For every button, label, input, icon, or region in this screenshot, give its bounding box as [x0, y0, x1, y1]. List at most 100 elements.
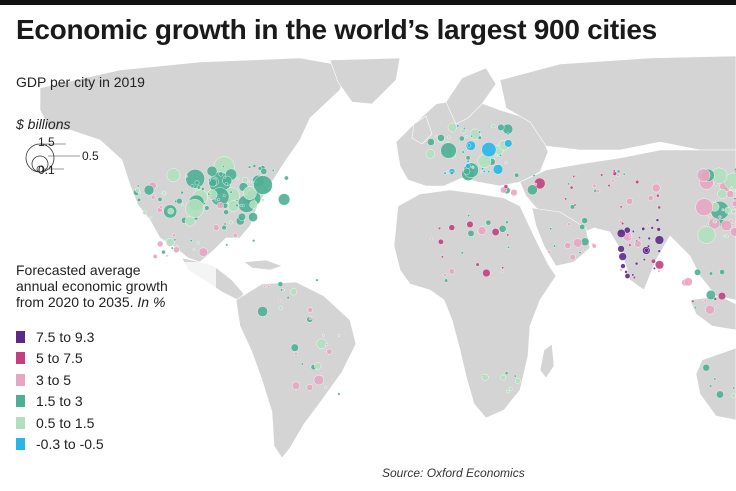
- color-legend-unit: In %: [137, 294, 166, 310]
- color-legend-title: Forecasted average annual economic growt…: [16, 262, 216, 310]
- legend-swatch: [16, 330, 25, 343]
- city-bubble: [634, 261, 639, 266]
- city-bubble: [513, 374, 517, 378]
- city-bubble: [440, 255, 444, 259]
- city-bubble: [467, 143, 472, 148]
- city-bubble: [444, 278, 449, 283]
- city-bubble: [176, 198, 183, 205]
- color-legend-title-line3: from 2020 to 2035.: [16, 294, 134, 310]
- city-bubble: [580, 237, 590, 247]
- city-bubble: [284, 175, 289, 181]
- city-bubble: [491, 124, 496, 129]
- city-bubble: [447, 122, 458, 132]
- city-bubble: [717, 188, 728, 199]
- city-bubble: [705, 304, 715, 315]
- city-bubble: [592, 183, 597, 188]
- city-bubble: [506, 233, 510, 237]
- australia: [695, 347, 736, 421]
- city-bubble: [657, 205, 662, 210]
- legend-item: 5 to 7.5: [16, 348, 104, 370]
- city-bubble: [236, 177, 240, 181]
- city-bubble: [190, 184, 195, 189]
- city-bubble: [618, 252, 627, 261]
- city-bubble: [249, 200, 258, 209]
- city-bubble: [592, 243, 597, 249]
- city-bubble: [159, 205, 163, 209]
- city-bubble: [731, 209, 736, 215]
- city-bubble: [326, 348, 333, 355]
- city-bubble: [504, 161, 508, 165]
- city-bubble: [478, 130, 481, 134]
- source-note: Source: Oxford Economics: [382, 466, 525, 480]
- city-bubble: [647, 195, 654, 201]
- city-bubble: [135, 187, 141, 193]
- city-bubble: [595, 189, 600, 194]
- city-bubble: [495, 153, 498, 157]
- city-bubble: [465, 163, 471, 169]
- city-bubble: [553, 244, 557, 248]
- city-bubble: [600, 173, 604, 177]
- land-masses: [39, 55, 736, 459]
- city-bubble: [443, 273, 447, 277]
- city-bubble: [242, 186, 257, 200]
- city-bubble: [647, 236, 651, 240]
- city-bubble: [651, 258, 656, 264]
- city-bubble: [232, 232, 238, 238]
- city-bubble: [253, 175, 273, 195]
- city-bubble: [733, 197, 736, 201]
- city-bubble: [448, 224, 455, 231]
- city-bubble: [278, 193, 291, 206]
- city-bubble: [313, 375, 324, 386]
- city-bubble: [261, 198, 265, 202]
- city-bubble: [250, 180, 254, 184]
- city-bubble: [732, 386, 736, 390]
- city-bubble: [480, 170, 483, 174]
- city-bubble: [223, 209, 229, 215]
- city-bubble: [616, 173, 620, 177]
- city-bubble: [732, 188, 736, 192]
- city-bubble: [549, 227, 553, 231]
- city-bubble: [162, 190, 166, 195]
- city-bubble: [137, 191, 141, 195]
- city-bubble: [166, 168, 181, 182]
- madagascar: [539, 343, 555, 379]
- city-bubble: [574, 174, 578, 178]
- city-bubble: [507, 245, 510, 249]
- city-bubble: [252, 239, 256, 243]
- city-bubble: [569, 185, 574, 190]
- city-bubble: [653, 266, 656, 270]
- city-bubble: [505, 220, 509, 225]
- city-bubble: [724, 206, 732, 214]
- city-bubble: [503, 184, 509, 189]
- city-bubble: [708, 217, 721, 230]
- africa: [393, 189, 557, 419]
- city-bubble: [248, 212, 258, 222]
- city-bubble: [694, 268, 701, 276]
- city-bubble: [567, 182, 570, 186]
- city-bubble: [712, 219, 717, 224]
- city-bubble: [619, 268, 623, 272]
- city-bubble: [650, 226, 654, 230]
- city-bubble: [532, 174, 536, 178]
- city-bubble: [443, 171, 447, 175]
- legend-item: 1.5 to 3: [16, 391, 104, 413]
- city-bubble: [157, 197, 163, 202]
- city-bubble: [719, 269, 725, 275]
- size-legend-title: $ billions: [16, 116, 71, 132]
- city-bubble: [626, 197, 633, 205]
- city-bubble: [252, 164, 257, 168]
- city-bubble: [300, 362, 304, 366]
- city-bubble: [508, 386, 513, 391]
- city-bubble: [703, 298, 707, 303]
- city-bubble: [569, 254, 576, 261]
- city-bubble: [278, 306, 283, 311]
- city-bubble: [533, 182, 538, 186]
- city-bubble: [485, 219, 492, 226]
- city-bubble: [238, 212, 246, 221]
- city-bubble: [624, 270, 628, 274]
- city-bubble: [185, 199, 205, 218]
- city-bubble: [567, 222, 572, 226]
- city-bubble: [634, 240, 642, 248]
- city-bubble: [694, 306, 697, 309]
- city-bubble: [198, 247, 208, 257]
